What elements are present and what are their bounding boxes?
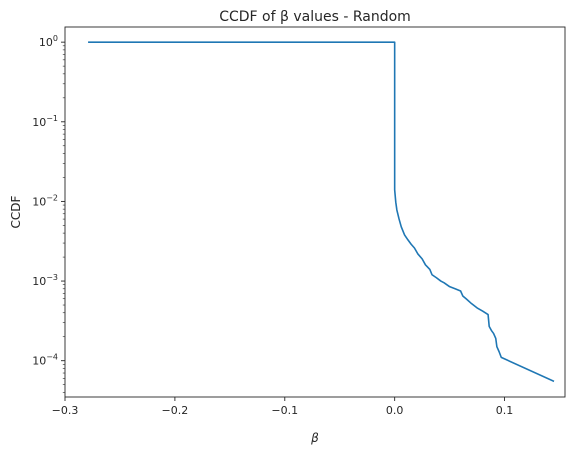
x-tick-label: −0.3 (52, 404, 79, 417)
y-tick-base: 10 (39, 36, 53, 49)
plot-area (65, 27, 565, 397)
y-tick-label: 100 (39, 34, 58, 49)
x-tick-label: 0.0 (386, 404, 404, 417)
x-tick-label: 0.1 (496, 404, 514, 417)
y-axis-label: CCDF (9, 195, 23, 228)
plot-frame (64, 26, 566, 398)
y-tick-exponent: −4 (46, 353, 58, 362)
y-tick-exponent: −2 (46, 193, 58, 202)
y-tick-exponent: −1 (46, 114, 58, 123)
x-tick-label: −0.2 (162, 404, 189, 417)
chart-title: CCDF of β values - Random (219, 9, 411, 25)
y-tick-label: 10−2 (32, 193, 58, 208)
y-tick-base: 10 (32, 275, 46, 288)
ccdf-line (88, 41, 555, 383)
y-tick-label: 10−4 (32, 353, 58, 368)
y-tick-exponent: 0 (53, 34, 58, 43)
y-tick-label: 10−3 (32, 273, 58, 288)
y-tick-exponent: −3 (46, 273, 58, 282)
y-tick-base: 10 (32, 355, 46, 368)
x-axis-label: β (310, 431, 319, 445)
y-tick-label: 10−1 (32, 114, 58, 129)
y-tick-base: 10 (32, 116, 46, 129)
x-tick-label: −0.1 (271, 404, 298, 417)
y-tick-base: 10 (32, 195, 46, 208)
